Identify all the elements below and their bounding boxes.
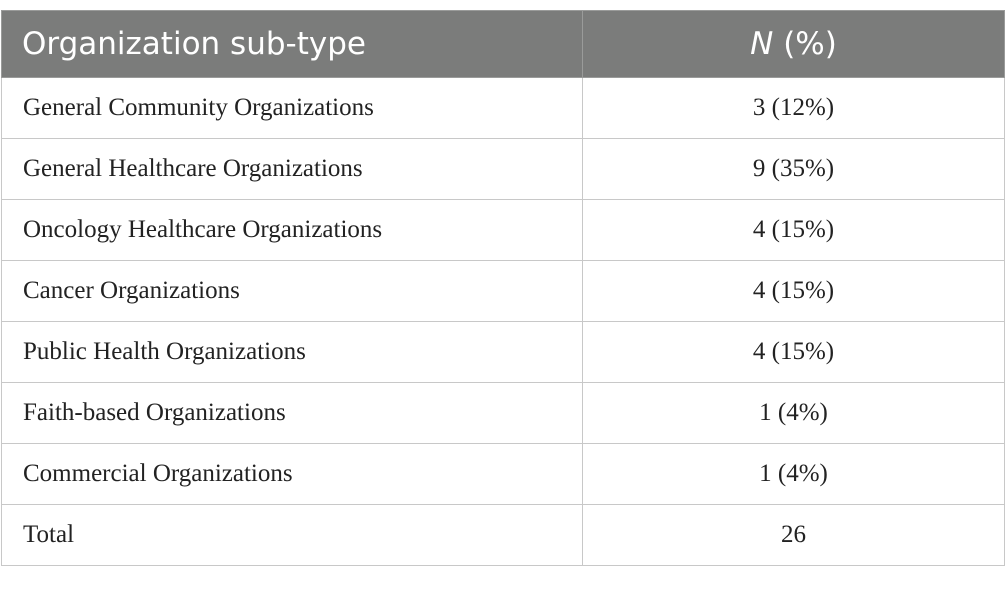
table-row: Public Health Organizations 4 (15%) xyxy=(1,321,1005,383)
header-organization-subtype: Organization sub-type xyxy=(1,10,583,78)
header-percent-label: (%) xyxy=(773,26,837,62)
row-label: Oncology Healthcare Organizations xyxy=(1,199,583,261)
row-value: 3 (12%) xyxy=(582,77,1005,139)
row-label: General Healthcare Organizations xyxy=(1,138,583,200)
table-row: Oncology Healthcare Organizations 4 (15%… xyxy=(1,199,1005,261)
table-row: General Community Organizations 3 (12%) xyxy=(1,77,1005,139)
header-row: Organization sub-type N (%) xyxy=(1,10,1005,78)
table-body: General Community Organizations 3 (12%) … xyxy=(1,77,1005,566)
row-value: 4 (15%) xyxy=(582,260,1005,322)
total-label: Total xyxy=(1,504,583,566)
row-value: 9 (35%) xyxy=(582,138,1005,200)
table-row-total: Total 26 xyxy=(1,504,1005,566)
table-header: Organization sub-type N (%) xyxy=(1,10,1005,78)
header-n-percent: N (%) xyxy=(582,10,1005,78)
table-row: Commercial Organizations 1 (4%) xyxy=(1,443,1005,505)
table-row: Cancer Organizations 4 (15%) xyxy=(1,260,1005,322)
row-label: General Community Organizations xyxy=(1,77,583,139)
organization-table-container: Organization sub-type N (%) General Comm… xyxy=(1,10,1005,566)
table-row: General Healthcare Organizations 9 (35%) xyxy=(1,138,1005,200)
organization-subtype-table: Organization sub-type N (%) General Comm… xyxy=(1,10,1005,566)
header-n-label: N xyxy=(750,26,774,62)
row-label: Faith-based Organizations xyxy=(1,382,583,444)
row-value: 1 (4%) xyxy=(582,382,1005,444)
row-label: Public Health Organizations xyxy=(1,321,583,383)
total-value: 26 xyxy=(582,504,1005,566)
row-value: 4 (15%) xyxy=(582,321,1005,383)
row-label: Cancer Organizations xyxy=(1,260,583,322)
row-value: 1 (4%) xyxy=(582,443,1005,505)
row-value: 4 (15%) xyxy=(582,199,1005,261)
row-label: Commercial Organizations xyxy=(1,443,583,505)
table-row: Faith-based Organizations 1 (4%) xyxy=(1,382,1005,444)
